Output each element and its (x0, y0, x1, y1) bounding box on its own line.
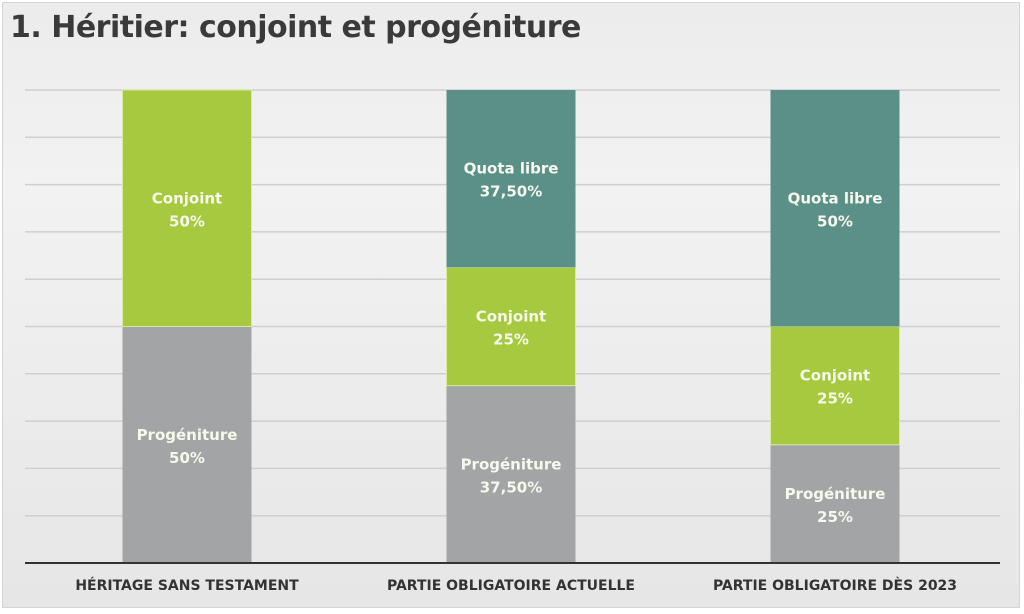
segment-series-label: Conjoint (800, 367, 870, 385)
category-label: PARTIE OBLIGATOIRE ACTUELLE (387, 578, 635, 594)
segment-series-label: Quota libre (788, 189, 883, 207)
segment-value-label: 25% (817, 390, 853, 408)
bar-segment-quota-libre (446, 90, 576, 268)
segment-series-label: Progéniture (461, 455, 562, 473)
segment-value-label: 50% (169, 449, 205, 467)
segment-value-label: 25% (817, 508, 853, 526)
segment-value-label: 37,50% (480, 478, 542, 496)
chart-title: 1. Héritier: conjoint et progéniture (10, 10, 581, 45)
segment-series-label: Conjoint (152, 189, 222, 207)
bar-segment-progéniture (122, 326, 252, 563)
bar-segment-conjoint (770, 326, 900, 446)
segment-value-label: 50% (817, 212, 853, 230)
segment-series-label: Conjoint (476, 308, 546, 326)
bar-segment-quota-libre (770, 90, 900, 327)
segment-value-label: 37,50% (480, 183, 542, 201)
bar-segment-progéniture (446, 385, 576, 563)
category-label: PARTIE OBLIGATOIRE DÈS 2023 (713, 577, 957, 594)
bar-segment-progéniture (770, 444, 900, 563)
segment-series-label: Progéniture (785, 485, 886, 503)
segment-value-label: 50% (169, 212, 205, 230)
segment-series-label: Progéniture (137, 426, 238, 444)
segment-value-label: 25% (493, 331, 529, 349)
bar-segment-conjoint (122, 89, 252, 327)
bar-segment-conjoint (446, 266, 576, 387)
segment-series-label: Quota libre (464, 160, 559, 178)
category-label: HÉRITAGE SANS TESTAMENT (75, 577, 299, 594)
